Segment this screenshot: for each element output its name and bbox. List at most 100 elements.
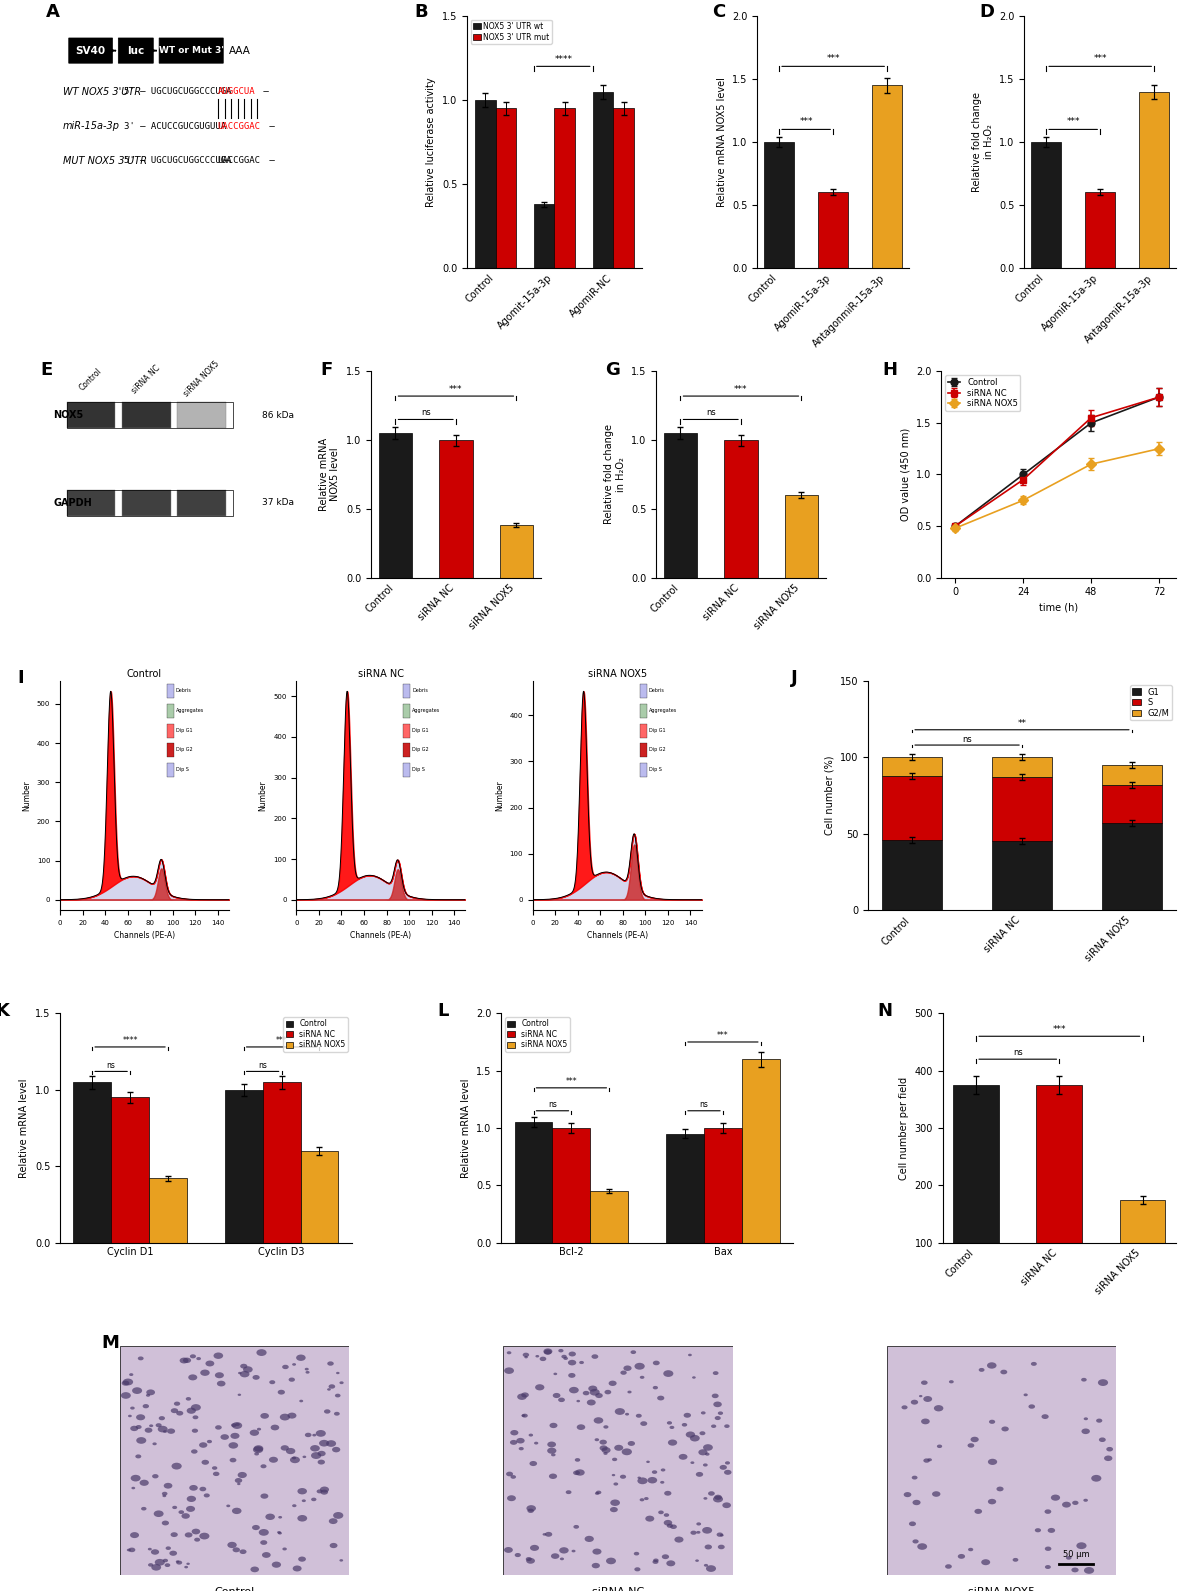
- Bar: [991, 842, 1052, 910]
- Ellipse shape: [185, 1532, 192, 1537]
- Bar: [499, 525, 533, 578]
- Ellipse shape: [238, 1472, 247, 1478]
- Text: ***: ***: [565, 1077, 577, 1087]
- Text: Aggregates: Aggregates: [413, 708, 440, 713]
- Ellipse shape: [121, 1381, 130, 1386]
- Ellipse shape: [696, 1531, 701, 1534]
- Ellipse shape: [506, 1351, 511, 1354]
- Y-axis label: Cell number per field: Cell number per field: [899, 1077, 908, 1179]
- Ellipse shape: [130, 1532, 139, 1538]
- Ellipse shape: [187, 1496, 196, 1502]
- Ellipse shape: [320, 1489, 328, 1494]
- Bar: [704, 1128, 742, 1243]
- Ellipse shape: [667, 1524, 673, 1527]
- Ellipse shape: [136, 1414, 145, 1421]
- Ellipse shape: [544, 1349, 552, 1354]
- Text: ns: ns: [548, 1099, 557, 1109]
- Legend: G1, S, G2/M: G1, S, G2/M: [1130, 686, 1172, 721]
- Ellipse shape: [286, 1448, 295, 1454]
- Bar: [872, 86, 902, 269]
- Ellipse shape: [148, 1548, 152, 1551]
- Ellipse shape: [302, 1456, 306, 1457]
- Ellipse shape: [145, 1427, 152, 1433]
- Ellipse shape: [192, 1429, 198, 1433]
- Ellipse shape: [592, 1562, 600, 1569]
- Bar: [263, 1082, 300, 1243]
- Ellipse shape: [148, 1562, 154, 1567]
- Bar: [178, 490, 227, 515]
- Text: AUGGCUA: AUGGCUA: [217, 88, 256, 95]
- Ellipse shape: [212, 1472, 220, 1476]
- Ellipse shape: [1044, 1510, 1051, 1515]
- Text: UACCGGAC: UACCGGAC: [217, 123, 260, 130]
- Bar: [224, 1090, 263, 1243]
- Bar: [640, 764, 647, 776]
- Ellipse shape: [336, 1371, 340, 1375]
- Ellipse shape: [635, 1363, 644, 1370]
- Ellipse shape: [199, 1443, 208, 1448]
- Ellipse shape: [548, 1473, 557, 1480]
- Ellipse shape: [908, 1521, 916, 1526]
- Ellipse shape: [1045, 1546, 1051, 1551]
- Text: L: L: [437, 1002, 449, 1020]
- Ellipse shape: [544, 1349, 552, 1356]
- Text: 86 kDa: 86 kDa: [262, 410, 294, 420]
- Ellipse shape: [175, 1561, 180, 1562]
- Ellipse shape: [162, 1492, 168, 1496]
- Bar: [73, 1082, 112, 1243]
- Text: ns: ns: [107, 1061, 115, 1069]
- Ellipse shape: [138, 1357, 144, 1360]
- Ellipse shape: [713, 1371, 719, 1375]
- Ellipse shape: [690, 1435, 700, 1441]
- Text: 5' – UGCUGCUGGCCCUGA: 5' – UGCUGCUGGCCCUGA: [124, 88, 232, 95]
- Ellipse shape: [696, 1523, 701, 1526]
- Text: A: A: [46, 3, 59, 21]
- Ellipse shape: [259, 1529, 269, 1535]
- Ellipse shape: [988, 1499, 996, 1505]
- Ellipse shape: [1001, 1370, 1007, 1375]
- Ellipse shape: [571, 1550, 576, 1553]
- Ellipse shape: [568, 1360, 576, 1365]
- Ellipse shape: [606, 1558, 616, 1564]
- Ellipse shape: [912, 1540, 919, 1543]
- Ellipse shape: [329, 1518, 337, 1524]
- Ellipse shape: [162, 1521, 169, 1526]
- Ellipse shape: [318, 1459, 325, 1465]
- Text: I: I: [18, 670, 24, 687]
- Ellipse shape: [982, 1559, 990, 1566]
- Text: H: H: [882, 361, 898, 379]
- Ellipse shape: [622, 1448, 632, 1456]
- Ellipse shape: [706, 1566, 716, 1572]
- Bar: [66, 490, 233, 515]
- Ellipse shape: [128, 1548, 136, 1553]
- Text: Dip G2: Dip G2: [649, 748, 666, 753]
- Ellipse shape: [612, 1457, 617, 1461]
- Bar: [178, 490, 227, 515]
- Ellipse shape: [130, 1373, 133, 1376]
- Ellipse shape: [311, 1453, 322, 1459]
- FancyBboxPatch shape: [68, 38, 113, 64]
- Ellipse shape: [174, 1402, 180, 1406]
- Ellipse shape: [320, 1486, 329, 1492]
- Text: 50 μm: 50 μm: [1063, 1550, 1090, 1559]
- Ellipse shape: [559, 1546, 569, 1553]
- Bar: [593, 92, 613, 269]
- Ellipse shape: [280, 1414, 290, 1421]
- Ellipse shape: [684, 1413, 691, 1418]
- Ellipse shape: [1099, 1437, 1105, 1441]
- Ellipse shape: [690, 1462, 695, 1464]
- Ellipse shape: [182, 1357, 191, 1363]
- Ellipse shape: [127, 1548, 131, 1551]
- Ellipse shape: [595, 1492, 599, 1496]
- Ellipse shape: [510, 1430, 518, 1435]
- Ellipse shape: [1084, 1567, 1094, 1573]
- Bar: [764, 142, 794, 269]
- Ellipse shape: [278, 1532, 282, 1535]
- Ellipse shape: [641, 1421, 647, 1426]
- Ellipse shape: [703, 1497, 708, 1500]
- Ellipse shape: [271, 1562, 281, 1567]
- Ellipse shape: [271, 1424, 280, 1430]
- Ellipse shape: [230, 1433, 240, 1438]
- Text: AAA: AAA: [229, 46, 251, 56]
- Ellipse shape: [521, 1392, 529, 1397]
